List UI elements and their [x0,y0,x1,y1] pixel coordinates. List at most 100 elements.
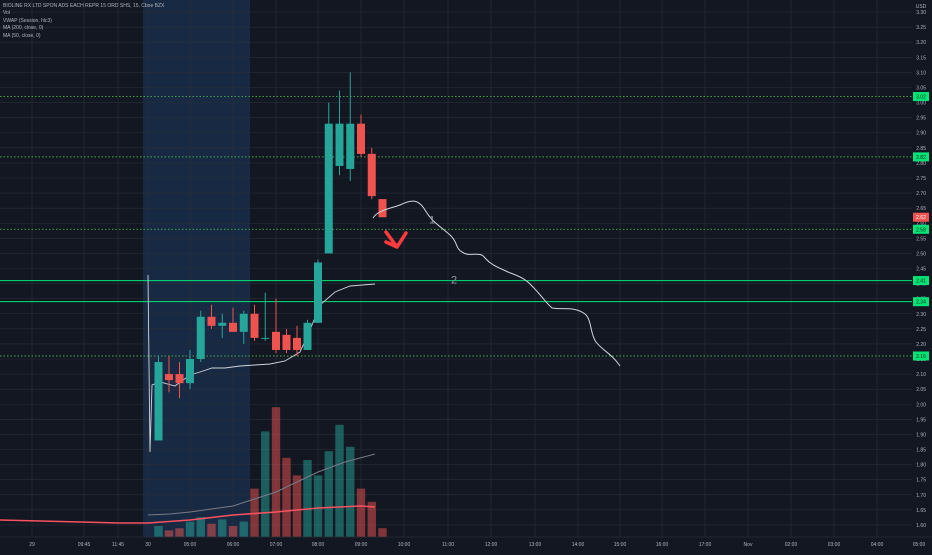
y-tick-label: 1.95 [916,417,926,423]
x-tick-label: 08:00 [312,542,325,548]
volume-bar [164,530,174,537]
x-tick-label: 06:00 [227,542,240,548]
candle-body [272,331,280,350]
candle-body [346,123,355,169]
candle-body [250,313,259,338]
y-tick-label: 1.80 [916,463,926,469]
x-tick-label: 17:00 [699,542,712,548]
volume-bar [303,460,312,537]
price-level-badge [913,297,929,307]
price-level-label: 2.34 [916,300,926,306]
x-axis-panel [0,537,932,550]
volume-bar [196,517,205,537]
projection-drawing [372,200,621,367]
candle-body [324,123,333,254]
legend-ma50: MA (50, close, 0) [3,32,41,39]
x-tick-label: 09:45 [78,542,91,548]
price-level-badge [913,92,929,102]
ma-200-line [0,505,376,524]
price-level-label: 3.02 [916,95,926,101]
volume-bar [207,523,216,537]
y-tick-label: 2.75 [916,176,926,182]
candle-body [207,316,216,326]
y-tick-label: 1.85 [916,448,926,454]
x-tick-label: 11:45 [112,542,124,548]
volume-bar [261,431,270,537]
y-tick-label: 2.60 [916,221,926,227]
y-tick-label: 2.90 [916,131,926,137]
y-axis-unit: USD [916,4,927,10]
y-tick-label: 2.45 [916,267,926,273]
legend-ma200: MA (200, close, 0) [3,25,44,32]
x-tick-label: 02:00 [785,542,798,548]
volume-bar [367,501,376,537]
x-tick-label: 05:00 [184,542,197,548]
y-tick-label: 3.15 [916,55,926,61]
y-tick-label: 2.65 [916,206,926,212]
y-tick-label: 2.10 [916,372,926,378]
volume-bar [324,451,333,537]
x-tick-label: 05:00 [913,542,926,548]
y-tick-label: 2.25 [916,327,926,333]
x-tick-label: 16:00 [656,542,669,548]
price-level-badge [913,276,929,286]
candle-body [293,337,301,350]
candle-body [314,262,322,323]
price-level-badge [913,351,929,361]
y-tick-label: 3.00 [916,101,926,107]
annotation-label: 1 [429,214,435,226]
volume-bar [239,521,248,537]
x-tick-label: 29 [29,542,35,548]
annotation-label: 2 [451,275,457,287]
x-tick-label: 03:00 [828,542,841,548]
volume-bar [271,407,281,537]
y-tick-label: 1.60 [916,523,926,529]
candle-body [196,316,205,360]
x-tick-label: 15:00 [614,542,627,548]
y-tick-label: 1.75 [916,478,926,484]
candle-body [357,123,365,154]
candle-body [175,374,184,384]
y-tick-label: 3.30 [916,10,926,16]
x-tick-label: 14:00 [572,542,585,548]
legend-vwap: VWAP (Session, hlc3) [3,17,52,24]
volume-bar [175,528,184,537]
volume-bar [228,526,238,537]
price-level-label: 2.16 [916,354,926,360]
candle-body [218,322,227,326]
y-tick-label: 1.70 [916,493,926,499]
x-tick-label: 11:00 [442,542,454,548]
y-tick-label: 2.30 [916,312,926,318]
last-price-badge [913,212,929,222]
y-tick-label: 2.80 [916,161,926,167]
x-tick-label: 13:00 [529,542,542,548]
candle-body [261,337,270,339]
chart-legend: BIOLINE RX LTD SPON ADS EACH REPR 15 ORD… [3,3,164,40]
volume-bar [335,424,344,537]
volume-bar [292,475,302,537]
arrow-down-icon [384,230,408,249]
y-tick-label: 2.50 [916,251,926,257]
legend-title: BIOLINE RX LTD SPON ADS EACH REPR 15 ORD… [3,3,165,9]
y-axis-panel [912,0,932,550]
volume-bar [154,526,163,537]
volume-bar [313,475,323,537]
y-tick-label: 3.20 [916,40,926,46]
candle-body [378,199,387,218]
price-level-label: 2.41 [916,279,926,285]
y-tick-label: 2.05 [916,387,926,393]
x-tick-label: 30 [145,542,151,548]
y-tick-label: 3.10 [916,70,926,76]
volume-bar [356,488,366,537]
candle-body [186,359,194,384]
x-tick-label: Nov [744,542,753,548]
y-tick-label: 2.00 [916,402,926,408]
x-tick-label: 09:00 [355,542,368,548]
candle-body [367,153,376,197]
ma-50-line [147,453,376,516]
candle-body [154,362,163,441]
volume-bar [282,457,291,537]
x-tick-label: 10:00 [398,542,411,548]
